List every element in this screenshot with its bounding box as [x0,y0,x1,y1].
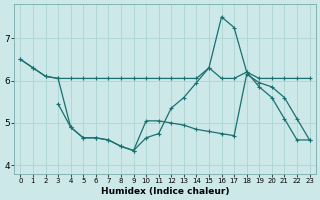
X-axis label: Humidex (Indice chaleur): Humidex (Indice chaleur) [101,187,229,196]
